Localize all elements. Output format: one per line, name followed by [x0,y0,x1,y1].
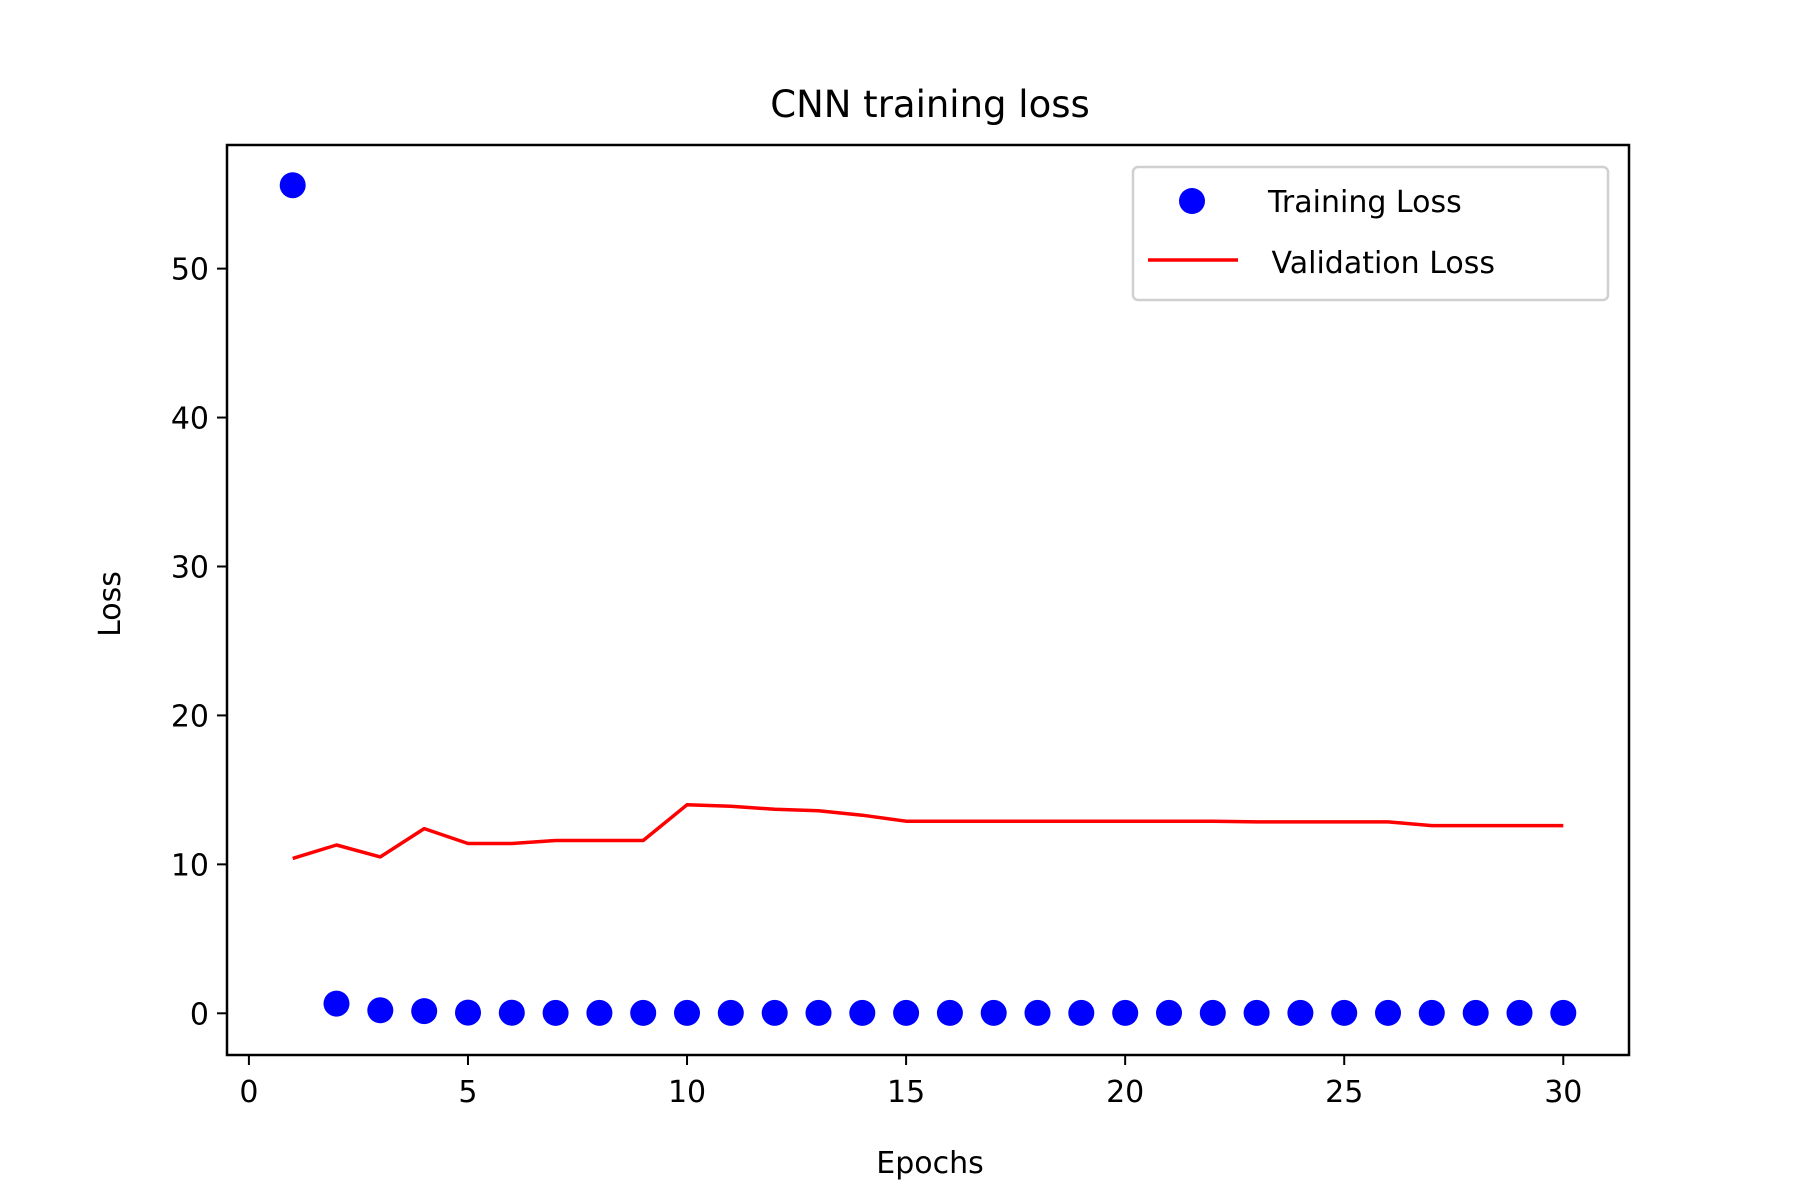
training-loss-point [980,999,1007,1026]
y-tick-label: 20 [171,699,209,734]
training-loss-point [367,997,394,1024]
legend-validation-label: Validation Loss [1262,246,1495,281]
training-loss-point [1462,999,1489,1026]
plot-frame [225,143,1631,1057]
x-tick-label: 30 [1544,1075,1582,1110]
training-loss-point [1156,999,1182,1026]
training-loss-point [411,998,438,1025]
chart-title: CNN training loss [770,83,1090,126]
legend-training-label: Training Loss [1267,185,1462,220]
training-loss-point [323,990,350,1017]
training-loss-point [455,999,481,1026]
legend-box [1131,165,1610,302]
training-loss-point [1550,999,1577,1026]
training-loss-point [1112,999,1139,1026]
training-loss-point [674,999,700,1026]
training-loss-point [1418,999,1445,1026]
training-loss-point [498,999,525,1026]
legend-training-marker [1179,188,1205,214]
training-loss-point [1199,999,1226,1026]
x-tick-label: 20 [1106,1075,1144,1110]
y-tick-label: 50 [171,253,209,288]
training-loss-point [1375,999,1401,1026]
x-tick-label: 10 [668,1075,706,1110]
training-loss-point [717,999,744,1026]
x-tick-label: 0 [239,1075,258,1110]
training-loss-point [542,999,569,1026]
training-loss-point [1243,999,1270,1026]
x-tick-label: 25 [1325,1075,1363,1110]
training-loss-point [586,999,613,1026]
training-loss-point [805,999,832,1026]
training-loss-point [1506,999,1533,1026]
training-loss-point [1068,999,1095,1026]
training-loss-point [893,999,920,1026]
y-tick-label: 0 [190,997,209,1032]
training-loss-point [1287,999,1314,1026]
x-tick-label: 5 [458,1075,477,1110]
legend: Training Loss Validation Loss [1131,165,1610,302]
training-loss-point [1024,999,1051,1026]
y-tick-label: 40 [171,402,209,437]
y-tick-label: 10 [171,848,209,883]
y-tick-label: 30 [171,550,209,585]
x-tick-label: 15 [887,1075,925,1110]
training-loss-point [1331,999,1358,1026]
training-loss-point [849,999,876,1026]
training-loss-point [630,999,657,1026]
validation-loss-line [292,803,1564,861]
plot-area: 0 5 10 15 20 25 30 0 10 20 30 40 50 [171,143,1631,1110]
x-axis-label: Epochs [876,1146,984,1181]
y-axis-label: Loss [93,571,128,637]
training-loss-point [279,172,306,199]
training-loss-point [761,999,788,1026]
training-loss-point [936,999,963,1026]
